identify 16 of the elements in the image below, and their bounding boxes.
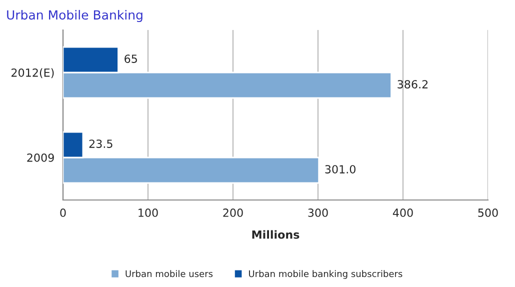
data-label: 23.5 <box>89 140 112 148</box>
data-label: 386.2 <box>398 80 428 88</box>
y-tick-label: 2012(E) <box>12 68 54 78</box>
x-tick-label: 200 <box>223 208 243 217</box>
x-tick-label: 100 <box>138 208 158 217</box>
data-label: 301.0 <box>325 165 356 174</box>
y-tick-label: 2009 <box>27 153 54 162</box>
x-tick-label: 500 <box>478 208 498 217</box>
x-tick-label: 0 <box>60 208 66 217</box>
x-axis-title: Millions <box>252 230 300 239</box>
x-tick-label: 400 <box>392 208 413 217</box>
legend-label: Urban mobile banking subscribers <box>249 270 402 279</box>
legend-label: Urban mobile users <box>126 270 213 278</box>
data-label: 65 <box>124 54 137 63</box>
chart-title: Urban Mobile Banking <box>7 10 142 22</box>
x-tick-label: 300 <box>308 208 328 217</box>
